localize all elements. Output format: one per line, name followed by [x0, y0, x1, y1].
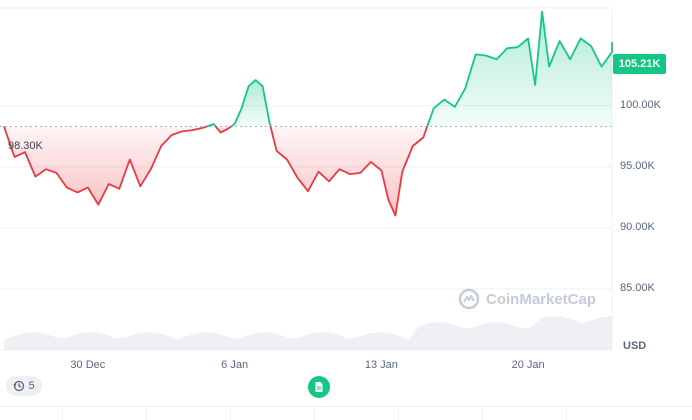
currency-label: USD — [623, 340, 647, 352]
bottom-tick — [398, 406, 399, 420]
reference-price-label: 98.30K — [8, 140, 43, 152]
current-price-tag: 105.21K — [613, 54, 666, 74]
coinmarketcap-logo-icon — [458, 288, 480, 310]
bottom-tick — [566, 406, 567, 420]
y-tick-label: 95.00K — [620, 159, 655, 172]
watermark: CoinMarketCap — [458, 288, 596, 310]
volume-shape — [4, 316, 612, 350]
price-areas — [4, 11, 612, 216]
price-line-down — [269, 126, 429, 217]
price-line-down — [3, 125, 207, 206]
history-count: 5 — [28, 380, 35, 392]
news-marker-button[interactable] — [308, 376, 330, 398]
x-tick-label: 13 Jan — [364, 359, 398, 371]
bottom-tick — [146, 406, 147, 420]
area-below-baseline — [4, 126, 207, 205]
price-line-down — [214, 125, 232, 134]
y-tick-label: 85.00K — [620, 281, 655, 294]
history-clock-icon — [13, 380, 25, 392]
x-tick-label: 6 Jan — [221, 359, 249, 371]
history-button[interactable]: 5 — [6, 376, 42, 396]
area-below-baseline — [270, 126, 428, 216]
x-tick-label: 30 Dec — [70, 359, 106, 371]
price-line-up — [230, 79, 272, 128]
price-lines — [3, 10, 613, 217]
news-document-icon — [315, 382, 323, 392]
area-above-baseline — [427, 11, 612, 127]
price-line-up — [426, 10, 613, 127]
watermark-text: CoinMarketCap — [486, 290, 597, 308]
area-above-baseline — [231, 80, 271, 127]
bottom-tick — [482, 406, 483, 420]
bottom-tick — [62, 406, 63, 420]
y-tick-label: 90.00K — [620, 220, 655, 233]
volume-area — [4, 316, 612, 350]
bottom-divider — [0, 406, 692, 407]
price-line-up — [206, 123, 217, 128]
x-tick-label: 20 Jan — [511, 359, 545, 371]
bottom-tick — [314, 406, 315, 420]
y-tick-label: 100.00K — [620, 98, 661, 111]
bottom-tick — [230, 406, 231, 420]
